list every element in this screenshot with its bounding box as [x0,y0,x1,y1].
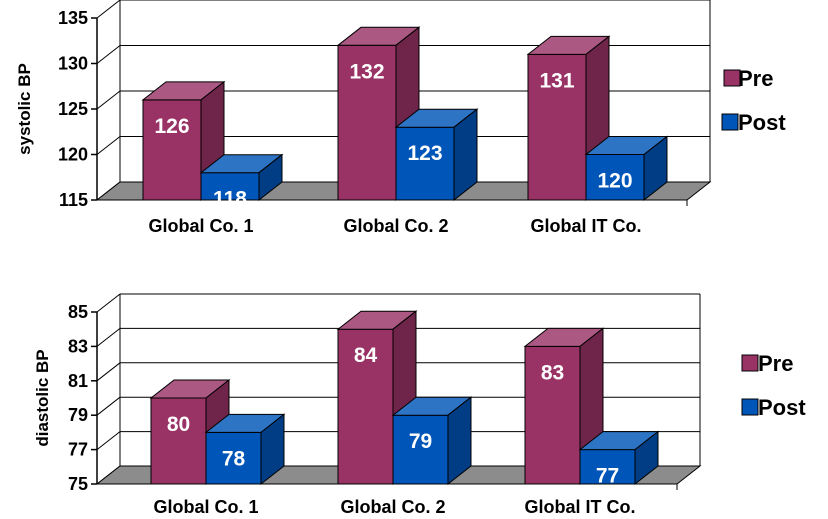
data-label: 123 [407,142,442,165]
data-label: 80 [167,413,190,436]
y-tick-label: 85 [68,302,88,322]
data-label: 79 [409,430,432,453]
data-label: 118 [213,188,247,211]
bar-front [337,44,397,201]
y-tick-label: 115 [59,190,88,210]
legend-swatch-post [741,398,759,416]
grid-diagonal [96,90,121,110]
y-axis-label: diastolic BP [33,349,52,446]
grid-diagonal [96,45,121,64]
y-tick-label: 125 [58,99,88,119]
bar-front [150,397,207,485]
legend-swatch-pre [741,354,759,372]
grid-diagonal [96,396,121,416]
bar-post-1: 118 [199,153,284,211]
data-label: 131 [539,69,574,92]
data-label: 132 [349,60,384,83]
chart-1: 115 120 125 130 135 systolic BP 126 118 Global C… [15,0,786,236]
bar-side [643,135,668,202]
data-label: 120 [597,170,632,193]
y-tick-label: 120 [58,145,88,165]
y-tick-label: 77 [68,440,88,460]
bar-front [337,328,394,485]
bar-side [453,108,478,202]
category-label: Global Co. 1 [148,216,253,236]
bar-front [527,53,587,201]
data-label: 78 [222,447,246,470]
bar-pre-3: 131 [526,35,611,202]
bar-post-1: 78 [204,413,286,486]
bar-post-2: 79 [391,396,473,486]
legend-swatch-pre [723,69,741,87]
bar-front [142,99,202,201]
grid-diagonal [96,362,121,382]
data-label: 77 [596,465,619,488]
y-tick-label: 79 [68,405,88,425]
grid-diagonal [96,0,121,19]
bar-front [392,414,449,485]
grid-diagonal [96,431,121,450]
y-tick-label: 83 [68,336,88,356]
category-label: Global Co. 2 [340,497,445,517]
category-label: Global IT Co. [531,216,642,236]
bar-front [524,345,581,485]
legend-label-pre: Pre [758,351,793,376]
bar-side [447,396,472,486]
bar-pre-3: 83 [523,327,605,486]
data-label: 84 [354,344,378,367]
bar-front [585,154,645,201]
bar-post-3: 77 [578,430,660,488]
category-label: Global IT Co. [525,497,636,517]
y-tick-label: 81 [68,371,88,391]
grid-diagonal [96,328,121,347]
bar-side [258,153,283,202]
legend-label-pre: Pre [738,66,773,91]
category-label: Global Co. 1 [153,497,258,517]
bar-side [634,430,659,486]
legend-label-post: Post [738,110,786,135]
legend-swatch-post [721,113,739,131]
chart-2: 75 77 79 81 83 85 diastolic BP 80 78 Global Co. 1… [33,293,806,517]
y-tick-label: 130 [58,54,88,74]
legend-label-post: Post [758,395,806,420]
grid-diagonal [96,136,121,155]
data-label: 83 [541,361,564,384]
grid-diagonal [96,293,121,313]
y-tick-label: 135 [58,8,88,28]
data-label: 126 [154,115,189,138]
y-axis-label: systolic BP [15,63,34,155]
y-tick-label: 75 [68,474,88,494]
bar-front [395,126,455,201]
category-label: Global Co. 2 [343,216,448,236]
bar-post-2: 123 [394,108,479,202]
bar-front [205,431,262,485]
bar-post-3: 120 [584,135,669,202]
bar-side [260,413,285,486]
